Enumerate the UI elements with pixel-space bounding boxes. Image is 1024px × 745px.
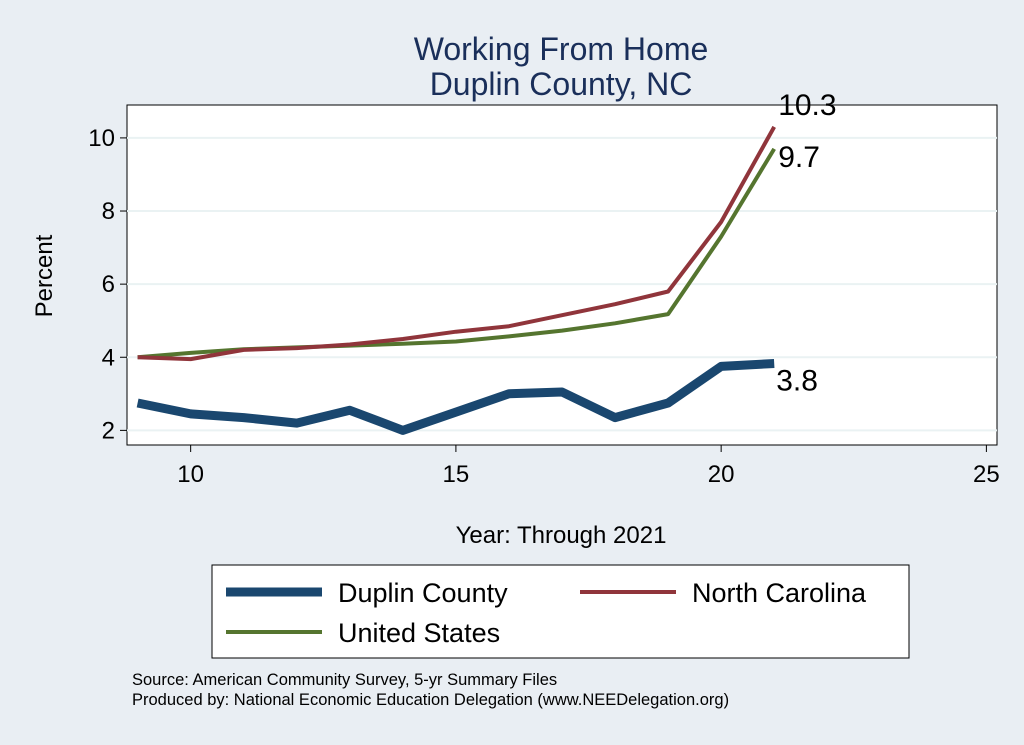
x-axis-title: Year: Through 2021 [456,522,667,549]
source-note: Source: American Community Survey, 5-yr … [132,671,558,689]
legend-label: Duplin County [338,578,508,608]
end-label-north-carolina: 10.3 [778,89,836,122]
x-tick-label: 10 [177,461,204,488]
legend: Duplin County North Carolina United States [226,578,867,648]
series-line-north-carolina [137,125,776,362]
end-label-united-states: 9.7 [778,141,820,174]
axes: 2 4 6 8 10 10 15 20 25 [88,125,999,488]
x-tick-label: 20 [708,461,735,488]
y-tick-label: 6 [102,271,115,298]
legend-label: United States [338,618,500,648]
legend-label: North Carolina [692,578,867,608]
series-lines [136,125,776,435]
end-labels: 3.8 10.3 9.7 [776,89,836,398]
chart-title-line-1: Working From Home [414,31,709,67]
x-tick-label: 15 [443,461,470,488]
y-axis-title: Percent [31,234,58,317]
y-tick-label: 10 [88,125,115,152]
legend-box [211,564,910,659]
produced-by-note: Produced by: National Economic Education… [132,691,730,709]
series-line-duplin-county [136,359,775,435]
chart-title-line-2: Duplin County, NC [430,66,693,102]
y-tick-label: 2 [102,417,115,444]
grid-lines [127,136,997,432]
end-label-duplin-county: 3.8 [776,364,818,397]
y-tick-label: 4 [102,344,115,371]
x-tick-label: 25 [973,461,1000,488]
y-tick-label: 8 [102,198,115,225]
